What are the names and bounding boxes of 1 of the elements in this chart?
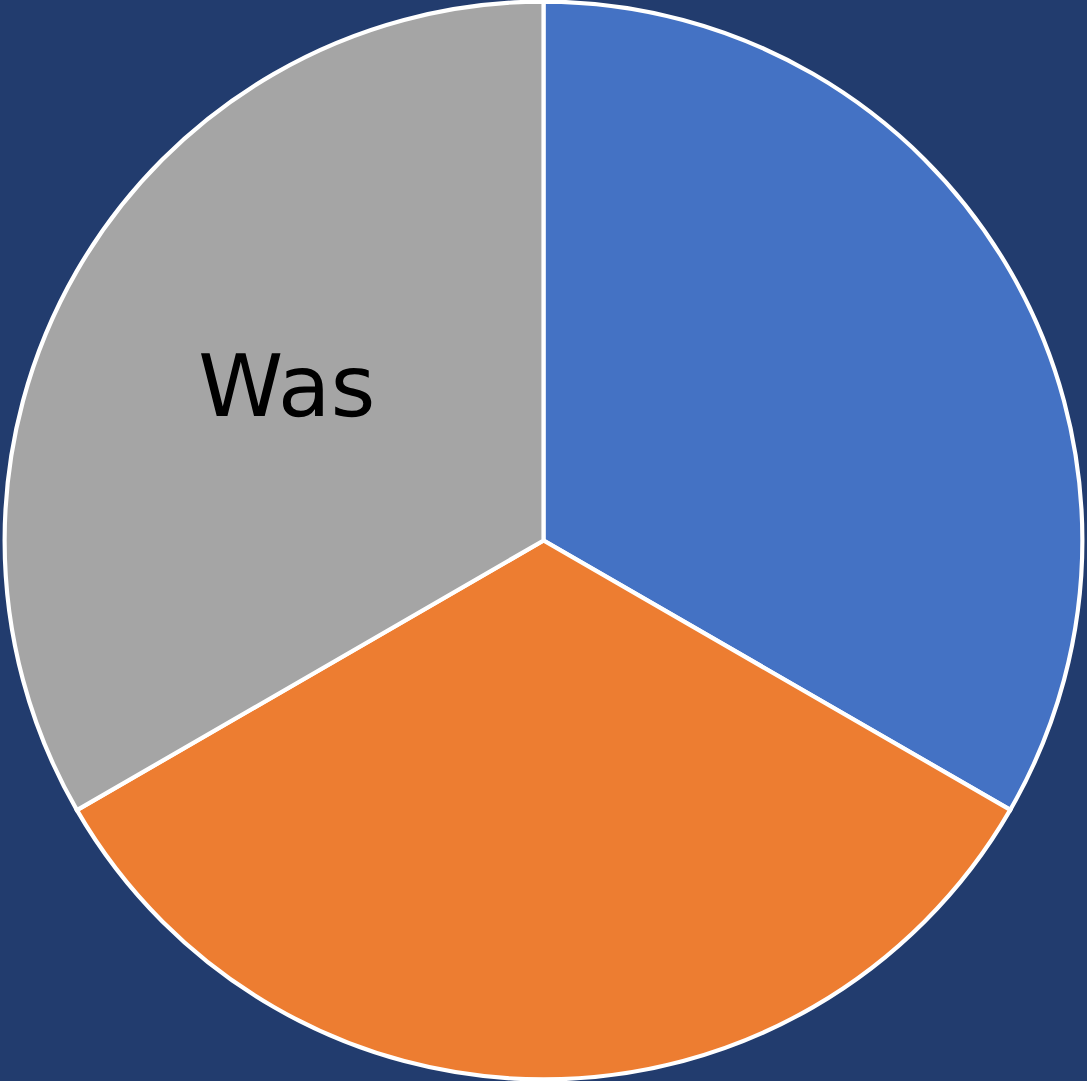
slice-label: Was (201, 353, 372, 418)
